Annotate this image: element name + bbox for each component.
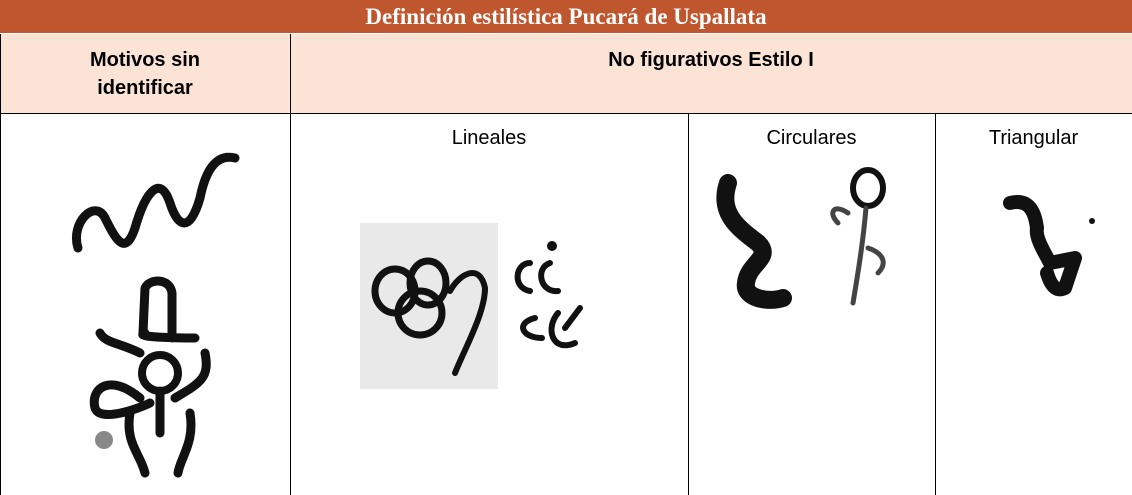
rule <box>935 113 936 495</box>
rule <box>0 33 1132 34</box>
subheader: Triangular <box>935 113 1132 495</box>
rule <box>0 113 1132 114</box>
column-header: No figurativos Estilo I <box>290 34 1132 113</box>
petroglyph-unidentified <box>72 152 240 478</box>
column-header: Motivos sin identificar <box>0 34 290 113</box>
petroglyph-circular <box>716 167 886 309</box>
rule <box>0 34 1 495</box>
rule <box>688 113 689 495</box>
petroglyph-triangular <box>1003 195 1095 297</box>
petroglyph-linear <box>360 223 583 389</box>
rule <box>290 34 291 495</box>
table-title: Definición estilística Pucará de Uspalla… <box>0 0 1132 34</box>
